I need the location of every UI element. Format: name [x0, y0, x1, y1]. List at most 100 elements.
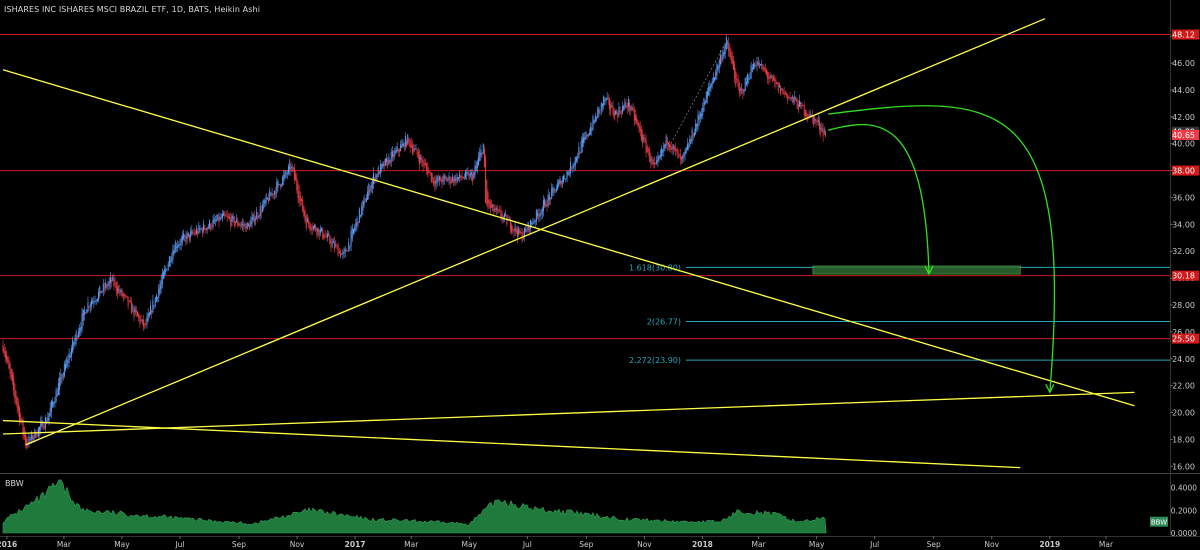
candle-body	[88, 307, 90, 308]
candle-body	[251, 217, 253, 224]
candle-body	[822, 128, 824, 137]
projection-arrow-path[interactable]	[828, 105, 1056, 393]
candle-body	[601, 103, 603, 107]
candle-body	[106, 285, 108, 288]
candle-body	[550, 197, 552, 200]
candle-body	[422, 160, 424, 167]
candle-body	[242, 223, 244, 225]
candle-body	[421, 158, 423, 162]
candle-body	[679, 154, 681, 160]
candle-body	[459, 172, 461, 178]
candle-body	[70, 348, 72, 357]
candle-body	[15, 391, 17, 404]
candle-body	[756, 62, 758, 66]
candle-body	[24, 432, 26, 446]
candle-body	[448, 175, 450, 180]
target-zone-box[interactable]	[812, 265, 1021, 275]
candle-body	[201, 228, 203, 234]
candle-body	[282, 176, 284, 186]
candle-body	[224, 214, 226, 216]
candle-body	[98, 291, 100, 300]
candle-body	[823, 130, 825, 133]
candle-body	[542, 200, 544, 212]
time-tick-label: May	[809, 540, 825, 549]
candle-body	[697, 113, 699, 127]
candle-body	[193, 232, 195, 234]
price-label-badge	[1172, 29, 1199, 40]
candle-body	[207, 226, 209, 229]
time-tick-label: Jul	[174, 540, 184, 549]
trendline[interactable]	[2, 419, 1021, 469]
candle-body	[489, 201, 491, 209]
candle-body	[504, 213, 505, 218]
candle-body	[197, 231, 199, 235]
candle-body	[109, 277, 111, 284]
time-tick-label: Mar	[752, 540, 767, 549]
candle-body	[233, 217, 235, 226]
candle-body	[355, 222, 357, 230]
candle-body	[496, 209, 498, 211]
candle-body	[62, 373, 64, 379]
trendline[interactable]	[25, 18, 1046, 446]
candle-body	[99, 286, 101, 296]
candle-body	[437, 179, 439, 181]
candle-body	[213, 217, 215, 224]
indicator-value-badge-text: BBW	[1151, 519, 1167, 527]
price-label-text: 30.18	[1172, 272, 1195, 281]
candle-body	[237, 220, 239, 226]
candle-body	[188, 234, 190, 240]
candle-body	[645, 139, 647, 154]
candle-body	[588, 133, 590, 136]
indicator-label: BBW	[5, 479, 24, 488]
time-tick-label: 2019	[1039, 540, 1060, 549]
candle-body	[351, 228, 353, 239]
price-tick-label: 26.00	[1172, 328, 1195, 337]
candle-body	[42, 422, 44, 430]
candle-body	[728, 42, 730, 52]
candle-body	[194, 232, 196, 235]
candle-body	[409, 139, 411, 148]
trendline[interactable]	[2, 391, 1135, 435]
candle-body	[14, 383, 16, 399]
price-tick-label: 20.00	[1172, 409, 1195, 418]
candle-body	[548, 195, 550, 201]
candle-body	[324, 236, 326, 238]
candle-body	[676, 148, 678, 152]
candle-body	[370, 185, 372, 191]
candle-body	[593, 120, 595, 123]
candle-body	[402, 141, 404, 146]
time-tick-label: May	[462, 540, 478, 549]
candle-body	[246, 222, 248, 229]
candle-body	[468, 173, 470, 180]
candle-body	[19, 407, 21, 423]
candle-body	[729, 47, 731, 58]
candle-body	[776, 82, 778, 84]
candle-body	[578, 146, 580, 158]
candle-body	[781, 88, 783, 91]
measure-line[interactable]	[666, 41, 727, 151]
candle-body	[349, 245, 351, 247]
candle-body	[66, 359, 68, 367]
candle-body	[581, 138, 583, 147]
time-tick-label: Sep	[579, 540, 593, 549]
candle-body	[413, 149, 415, 151]
price-tick-label: 42.00	[1172, 113, 1195, 122]
trendline[interactable]	[2, 69, 1135, 407]
candle-body	[159, 284, 161, 294]
candle-body	[604, 99, 606, 102]
projection-arrow-path[interactable]	[827, 123, 930, 275]
candle-body	[433, 177, 435, 185]
candle-body	[181, 236, 183, 242]
candle-body	[424, 163, 426, 166]
candle-body	[238, 223, 240, 226]
candle-body	[704, 101, 706, 105]
candle-body	[218, 217, 220, 223]
candle-body	[258, 216, 260, 217]
candle-body	[626, 105, 628, 108]
candle-body	[388, 157, 390, 164]
candle-body	[65, 363, 67, 370]
candle-body	[760, 64, 762, 66]
candle-body	[43, 426, 45, 429]
candle-body	[650, 155, 652, 164]
